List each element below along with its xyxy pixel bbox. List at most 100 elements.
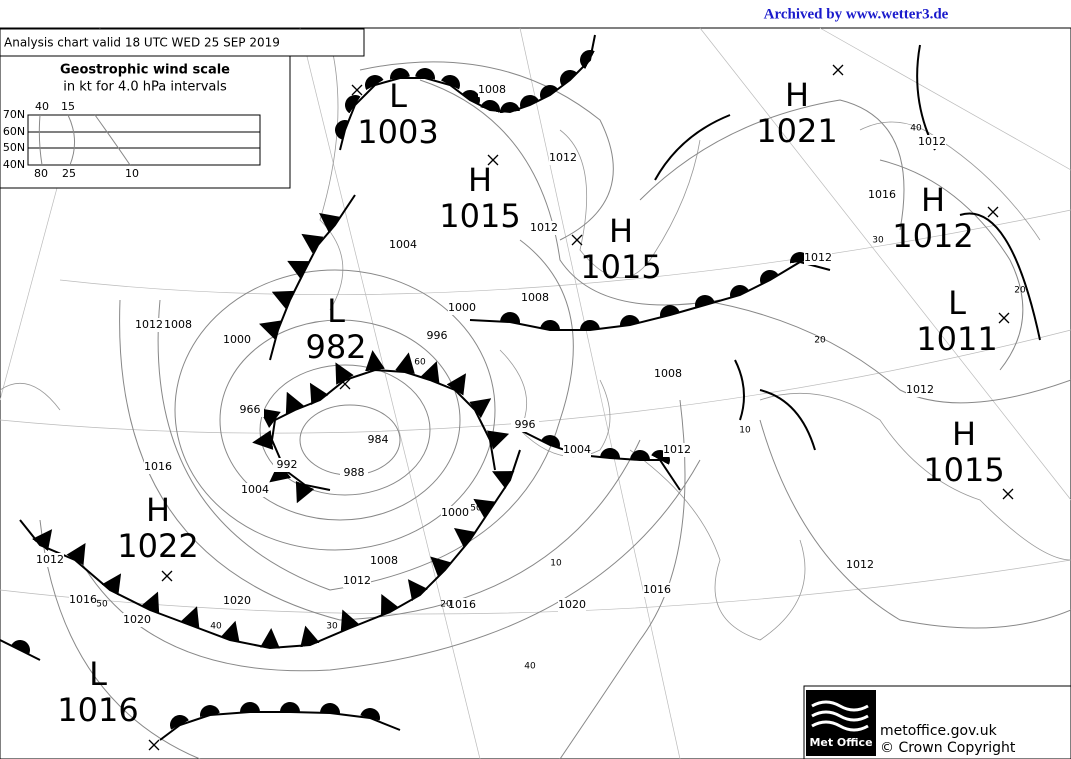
isobar-label: 1012 — [135, 318, 163, 331]
latitude-label: 50N — [3, 141, 25, 154]
isobar-label: 1012 — [846, 558, 874, 571]
label-bg — [69, 593, 97, 607]
center-cross — [571, 234, 583, 246]
label-bg — [36, 553, 64, 567]
wind-label: 20 — [1014, 286, 1026, 296]
center-cross — [998, 312, 1010, 324]
wind-label: 20 — [814, 336, 826, 346]
isobar-label: 1016 — [643, 583, 671, 596]
center-cross — [487, 154, 499, 166]
wind-scale-subtitle: in kt for 4.0 hPa intervals — [63, 80, 227, 95]
label-bg — [530, 221, 558, 235]
isobar-label: 1016 — [144, 460, 172, 473]
label-bg — [563, 443, 591, 457]
label-bg — [804, 251, 832, 265]
wind-label: 40 — [910, 124, 922, 134]
center-symbol: L — [89, 655, 107, 693]
footer-site: metoffice.gov.uk — [880, 723, 998, 739]
label-bg — [389, 238, 417, 252]
wind-scale-grid — [27, 114, 261, 166]
isobar-label: 1012 — [804, 251, 832, 264]
center-symbol: H — [146, 491, 170, 529]
scale-label: 80 — [34, 167, 48, 180]
label-bg — [549, 151, 577, 165]
label-bg — [918, 135, 946, 149]
label-bg — [223, 333, 251, 347]
isobar-label: 1000 — [223, 333, 251, 346]
center-pressure: 1021 — [756, 112, 837, 150]
label-bg — [144, 460, 172, 474]
isobar-label: 1004 — [563, 443, 591, 456]
wind-scale-title: Geostrophic wind scale — [60, 63, 230, 78]
center-symbol: H — [468, 161, 492, 199]
latitude-label: 70N — [3, 108, 25, 121]
label-bg — [343, 574, 371, 588]
wind-label: 60 — [414, 358, 426, 368]
wind-label: 30 — [326, 622, 338, 632]
label-bg — [558, 598, 586, 612]
isobar-label: 1004 — [389, 238, 417, 251]
isobar-label: 1020 — [558, 598, 586, 611]
isobar-label: 1008 — [521, 291, 549, 304]
wind-label: 40 — [210, 622, 222, 632]
isobar-label: 1004 — [241, 483, 269, 496]
label-bg — [654, 367, 682, 381]
isobar-label: 1012 — [530, 221, 558, 234]
center-symbol: L — [389, 77, 407, 115]
label-bg — [478, 83, 506, 97]
wind-scale-box — [0, 55, 291, 189]
center-symbol: L — [327, 292, 345, 330]
wind-label: 50 — [470, 504, 482, 514]
wind-label: 10 — [550, 559, 562, 569]
isobar-label: 1020 — [223, 594, 251, 607]
isobar-label: 1000 — [448, 301, 476, 314]
isobar-label: 988 — [344, 466, 365, 479]
center-cross — [987, 206, 999, 218]
wind-label: 10 — [739, 426, 751, 436]
label-bg — [135, 318, 163, 332]
wind-label: 20 — [440, 600, 452, 610]
label-bg — [123, 613, 151, 627]
latitude-label: 40N — [3, 158, 25, 171]
center-symbol: H — [609, 212, 633, 250]
wind-label: 40 — [524, 662, 536, 672]
isobar-label: 1000 — [441, 506, 469, 519]
label-bg — [643, 583, 671, 597]
fronts — [0, 34, 1041, 741]
scale-label: 40 — [35, 100, 49, 113]
center-symbol: H — [785, 76, 809, 114]
label-bg — [511, 418, 539, 432]
label-bg — [223, 594, 251, 608]
wind-label: 50 — [96, 600, 108, 610]
center-pressure: 1022 — [117, 527, 198, 565]
center-cross — [339, 378, 351, 390]
isobar-label: 996 — [427, 329, 448, 342]
center-pressure: 1016 — [57, 691, 138, 729]
title-box — [0, 28, 365, 57]
label-bg — [868, 188, 896, 202]
scale-label: 15 — [61, 100, 75, 113]
archive-credit: Archived by www.wetter3.de — [764, 6, 949, 22]
footer: Met Office metoffice.gov.uk © Crown Copy… — [803, 685, 1071, 759]
center-symbol: L — [948, 284, 966, 322]
label-bg — [370, 554, 398, 568]
isobar-label: 1008 — [478, 83, 506, 96]
wind-label: 30 — [872, 236, 884, 246]
label-bg — [164, 318, 192, 332]
isobar-label: 984 — [368, 433, 389, 446]
center-cross — [1002, 488, 1014, 500]
isobar-label: 1016 — [868, 188, 896, 201]
label-bg — [241, 483, 269, 497]
label-bg — [906, 383, 934, 397]
center-cross — [161, 570, 173, 582]
logo-waves — [811, 700, 869, 732]
label-bg — [273, 458, 301, 472]
center-pressure: 1015 — [580, 248, 661, 286]
label-bg — [448, 598, 476, 612]
isobar-label: 1012 — [906, 383, 934, 396]
label-bg — [423, 329, 451, 343]
center-pressure: 1012 — [892, 217, 973, 255]
center-cross — [832, 64, 844, 76]
label-bg — [521, 291, 549, 305]
